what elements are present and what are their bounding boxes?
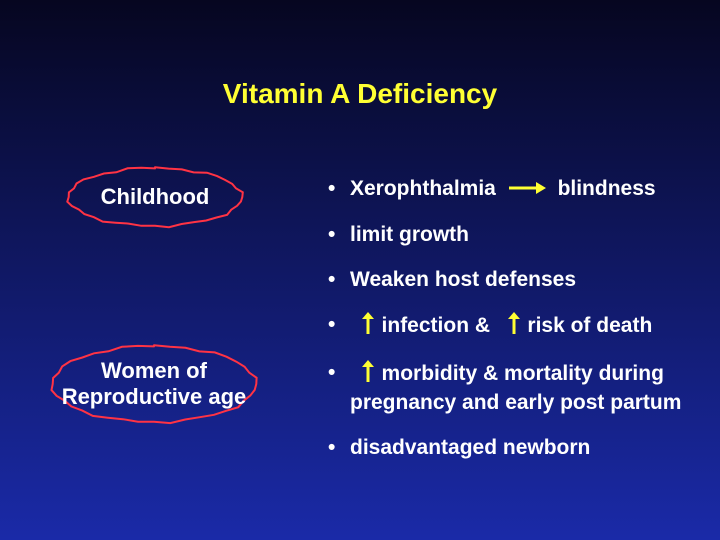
bullet-text: Xerophthalmia [350, 177, 496, 200]
bullet-xerophthalmia: Xerophthalmia blindness [328, 176, 720, 203]
bullet-text: limit growth [350, 223, 469, 246]
bullet-text: infection & [382, 314, 491, 337]
label-childhood: Childhood [65, 184, 245, 210]
bullet-text: Weaken host defenses [350, 268, 576, 291]
label-women: Women of Reproductive age [49, 358, 259, 410]
label-women-text: Women of Reproductive age [49, 358, 259, 410]
bullet-text: risk of death [527, 314, 652, 337]
bullet-limit-growth: limit growth [328, 222, 720, 248]
bullet-morbidity-mortality: morbidity & mortality during pregnancy a… [328, 360, 720, 416]
slide-title: Vitamin A Deficiency [0, 78, 720, 110]
bullet-infection-death: infection & risk of death [328, 312, 720, 341]
arrow-right-icon [508, 176, 546, 202]
arrow-up-icon [362, 312, 374, 341]
arrow-up-icon [508, 312, 520, 341]
title-text: Vitamin A Deficiency [223, 78, 497, 109]
label-women-line1: Women of [101, 358, 207, 383]
bullet-text: blindness [558, 177, 656, 200]
bullet-text: morbidity & mortality [382, 362, 593, 385]
label-childhood-text: Childhood [65, 184, 245, 210]
bullet-disadvantaged-newborn: disadvantaged newborn [328, 435, 720, 461]
bullet-text: disadvantaged newborn [350, 436, 590, 459]
bullet-list: Xerophthalmia blindness limit growth Wea… [288, 176, 720, 480]
label-women-line2: Reproductive age [62, 384, 247, 409]
slide: Vitamin A Deficiency Childhood Women of … [0, 0, 720, 540]
bullet-weaken-defenses: Weaken host defenses [328, 267, 720, 293]
arrow-up-icon [362, 360, 374, 389]
